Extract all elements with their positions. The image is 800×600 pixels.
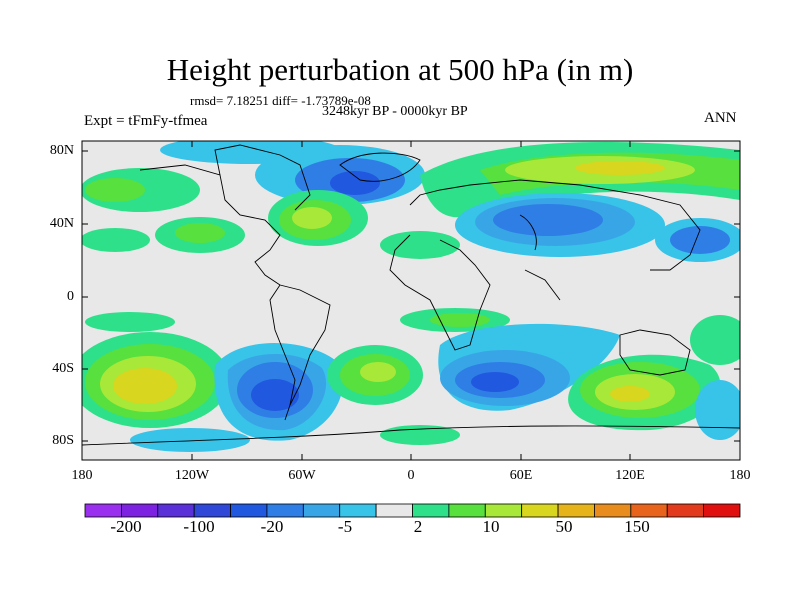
colorbar-swatch [448,503,486,518]
colorbar [84,503,741,518]
axis-ticks [81,141,741,460]
lon-label: 180 [71,468,93,483]
south-pacific-high [82,332,230,428]
tropical-high-east [690,315,740,365]
colorbar-swatch [521,503,559,518]
colorbar-label: 150 [624,517,650,536]
season-label: ANN [704,110,737,126]
colorbar-label: -5 [337,517,353,536]
colorbar-swatch [266,503,304,518]
eurasia-high-band [380,142,740,259]
south-america-low [214,342,343,441]
lat-label: 40N [49,216,74,231]
antarctic-low-east [695,380,740,440]
colorbar-label: -200 [110,517,142,536]
antarctic-low-west [130,428,250,452]
coastlines [82,144,740,446]
colorbar-swatch [120,503,159,518]
indian-ocean-low [438,323,620,411]
colorbar-swatch [412,503,450,518]
eurasia-low [455,193,740,262]
lon-label: 0 [407,468,415,483]
south-atlantic-high [327,345,423,405]
colorbar-label: -20 [260,517,284,536]
experiment-label: Expt = tFmFy-tfmea [84,113,208,129]
lon-label: 180 [729,468,751,483]
lat-label: 80N [49,143,74,158]
lat-label: 80S [52,433,74,448]
lon-label: 120W [174,468,210,483]
north-atlantic-high [268,190,368,246]
colorbar-swatch [630,503,668,518]
colorbar-swatch [339,503,377,518]
north-pacific-high [82,168,245,253]
tropical-high-west [85,312,175,332]
colorbar-swatch [193,503,231,518]
colorbar-swatch [157,503,195,518]
rmsd-text: rmsd= 7.18251 diff= -1.73789e-08 [190,93,371,108]
colorbar-swatch [666,503,705,518]
colorbar-swatch [557,503,595,518]
arctic-low [160,141,425,205]
period-text: 3248kyr BP - 0000kyr BP [322,104,468,119]
page-title: Height perturbation at 500 hPa (in m) [166,52,634,87]
colorbar-label: 50 [555,517,573,536]
lat-label: 40S [52,361,74,376]
australia-high [568,354,721,431]
lat-label: 0 [67,289,74,304]
colorbar-label: 2 [413,517,423,536]
colorbar-label: 10 [482,517,500,536]
colorbar-swatch [84,503,122,518]
colorbar-swatch [230,503,268,518]
colorbar-swatch [594,503,632,518]
colorbar-swatch [302,503,341,518]
colorbar-swatch [703,503,741,518]
lon-label: 120E [615,468,645,483]
lon-label: 60E [509,468,533,483]
colorbar-swatch [484,503,523,518]
colorbar-label: -100 [183,517,215,536]
colorbar-swatch [375,503,413,518]
field-layer [82,141,740,460]
lon-label: 60W [288,468,316,483]
